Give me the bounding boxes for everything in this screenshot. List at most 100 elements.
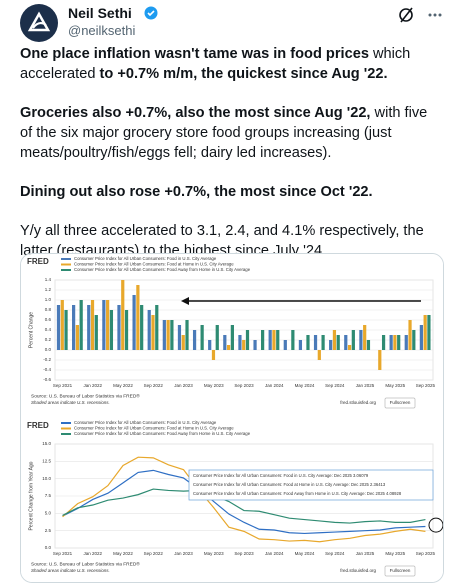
bold-text: Groceries also +0.7%, also the most sinc… [20, 105, 371, 121]
bold-text: to +0.7% m/m, the quickest since Aug '22… [99, 66, 388, 82]
tooltip-line: Consumer Price Index for All Urban Consu… [193, 491, 402, 496]
x-tick-label: May 2024 [295, 551, 315, 556]
y-tick-label: 0.8 [45, 307, 52, 312]
y-tick-label: -0.4 [43, 367, 51, 372]
bar [344, 335, 348, 350]
bar [245, 330, 250, 350]
bar [306, 335, 310, 350]
bar [291, 330, 295, 350]
bold-text: One place inflation wasn't tame was in f… [20, 46, 369, 62]
bar [366, 340, 371, 350]
x-tick-label: May 2022 [113, 551, 133, 556]
legend-entry: Consumer Price Index for All Urban Consu… [74, 426, 234, 431]
y-tick-label: -0.2 [43, 357, 51, 362]
y-tick-label: 1.2 [45, 287, 52, 292]
bar [389, 335, 393, 350]
fullscreen-button[interactable] [384, 397, 416, 409]
bar [155, 305, 159, 350]
y-tick-label: 15.0 [42, 441, 51, 446]
bar [253, 340, 257, 350]
bar [332, 330, 337, 350]
y-tick-label: 0.2 [45, 337, 52, 342]
x-tick-label: Sep 2025 [416, 551, 436, 556]
bar [117, 305, 121, 350]
x-tick-label: Jan 2022 [84, 551, 103, 556]
bar [60, 300, 64, 350]
x-tick-label: May 2025 [385, 551, 405, 556]
bar [147, 310, 151, 350]
x-tick-label: Jan 2025 [356, 383, 375, 388]
bar [75, 325, 80, 350]
fullscreen-button[interactable] [384, 565, 416, 577]
source: Source: U.S. Bureau of Labor Statistics … [31, 560, 140, 567]
verified-badge [144, 6, 158, 20]
x-tick-label: Sep 2022 [144, 383, 164, 388]
bar [211, 350, 216, 360]
bar [313, 335, 318, 350]
site-link: fred.stlouisfed.org [340, 568, 376, 573]
y-tick-label: 1.4 [45, 277, 52, 282]
fullscreen-label: Fullscreen [390, 568, 411, 573]
avatar[interactable] [20, 4, 58, 42]
bar [381, 335, 386, 350]
bar [121, 280, 125, 350]
note: Shaded areas indicate U.S. recessions. [31, 400, 110, 405]
bold-text: Dining out also rose +0.7%, the most sin… [20, 184, 373, 200]
grok-icon[interactable] [399, 7, 413, 23]
x-tick-label: Sep 2022 [144, 551, 164, 556]
bar [79, 300, 83, 350]
bar [359, 330, 363, 350]
y-tick-label: 0.4 [45, 327, 52, 332]
post-image[interactable]: FRED Consumer Price Index for All Urban C… [20, 253, 444, 583]
bar [329, 340, 333, 350]
bar [90, 300, 95, 350]
bar [87, 305, 91, 350]
bar [423, 315, 427, 350]
bar [208, 340, 212, 350]
x-tick-label: Sep 2025 [416, 383, 436, 388]
x-tick-label: Jan 2023 [174, 551, 193, 556]
x-tick-label: May 2022 [113, 383, 133, 388]
x-tick-label: Jan 2022 [84, 383, 103, 388]
bar [185, 320, 189, 350]
fred-logo: FRED [27, 257, 49, 266]
y-tick-label: 1.0 [45, 297, 52, 302]
bar [181, 335, 185, 350]
y-tick-label: 2.5 [45, 528, 52, 533]
x-tick-label: Sep 2023 [234, 383, 254, 388]
legend-entry: Consumer Price Index for All Urban Consu… [74, 267, 251, 272]
bar [397, 335, 401, 350]
text: with five of the six major grocery store… [20, 105, 428, 161]
note: Shaded areas indicate U.S. recessions. [31, 568, 110, 573]
tooltip-line: Consumer Price Index for All Urban Consu… [193, 482, 386, 487]
bar [298, 340, 303, 350]
bar [268, 330, 272, 350]
x-tick-label: Jan 2023 [174, 383, 193, 388]
bar [124, 310, 129, 350]
bar [321, 335, 325, 350]
bar [94, 315, 98, 350]
bar [261, 330, 265, 350]
x-tick-label: Jan 2024 [265, 383, 284, 388]
bar [56, 305, 61, 350]
more-menu[interactable] [428, 13, 442, 17]
bar [132, 295, 136, 350]
bar [427, 315, 431, 350]
bar [347, 345, 352, 350]
y-tick-label: 5.0 [45, 511, 52, 516]
x-tick-label: May 2023 [204, 383, 224, 388]
bar [215, 325, 219, 350]
post-text: One place inflation wasn't tame was in f… [20, 44, 440, 280]
bar [419, 325, 423, 350]
bar [283, 340, 287, 350]
x-tick-label: Sep 2024 [325, 551, 345, 556]
handle[interactable]: @neilksethi [68, 23, 136, 38]
bar [109, 310, 114, 350]
bar [412, 330, 416, 350]
display-name[interactable]: Neil Sethi [68, 5, 132, 21]
legend-entry: Consumer Price Index for All Urban Consu… [74, 256, 217, 261]
y-axis-label: Percent Change [28, 312, 34, 348]
legend-entry: Consumer Price Index for All Urban Consu… [74, 262, 234, 267]
highlight-circle [428, 517, 443, 533]
